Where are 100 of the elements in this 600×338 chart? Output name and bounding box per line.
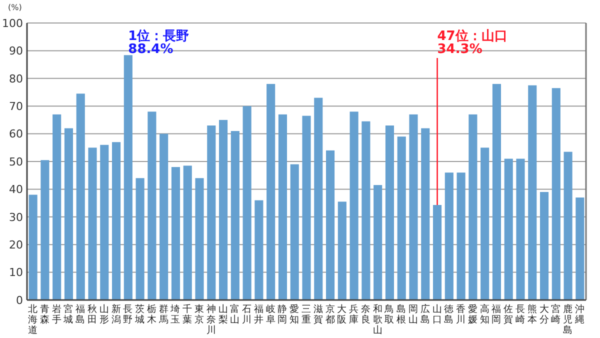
x-tick-label: 広島 <box>420 303 430 326</box>
x-tick-label: 石川 <box>242 304 252 326</box>
x-tick-label: 埼玉 <box>170 303 181 326</box>
annotation: 1位：長野 88.4% <box>128 29 190 57</box>
bar <box>40 160 50 300</box>
x-tick-label: 熊本 <box>527 303 538 326</box>
x-tick-label: 栃木 <box>146 303 157 326</box>
bar <box>516 158 525 300</box>
bar <box>230 131 240 300</box>
x-tick-label: 大分 <box>539 303 550 326</box>
x-tick-label: 佐賀 <box>504 304 514 326</box>
bar <box>492 84 501 300</box>
x-tick-label: 静岡 <box>278 303 288 326</box>
x-tick-label: 島根 <box>396 303 407 326</box>
bar <box>76 94 85 300</box>
bar <box>409 114 418 300</box>
bar <box>552 88 560 300</box>
x-tick-label: 和歌山 <box>372 303 383 336</box>
bar <box>468 114 478 300</box>
bar <box>278 114 288 300</box>
x-tick-label: 山梨 <box>218 303 228 326</box>
bar <box>171 167 180 300</box>
x-tick-label: 福岡 <box>492 303 502 326</box>
y-tick-label: 50 <box>9 155 23 168</box>
bar <box>266 84 276 300</box>
x-tick-label: 新潟 <box>111 303 122 326</box>
x-tick-label: 愛知 <box>290 303 300 326</box>
bar <box>576 198 584 300</box>
x-tick-label: 愛媛 <box>468 303 478 326</box>
x-tick-label: 秋田 <box>88 303 98 326</box>
y-tick-label: 10 <box>9 266 23 280</box>
x-tick-label: 鳥取 <box>384 303 395 326</box>
y-tick-label: 100 <box>2 16 23 30</box>
bar <box>52 114 62 300</box>
bar <box>374 185 382 300</box>
y-tick-label: 0 <box>16 294 23 307</box>
bar <box>219 120 228 300</box>
bar <box>350 112 358 300</box>
x-tick-label: 福島 <box>76 303 86 326</box>
x-tick-label: 青森 <box>40 303 50 326</box>
bar <box>338 202 346 300</box>
bar <box>136 178 144 300</box>
x-tick-label: 滋賀 <box>313 303 324 326</box>
y-tick-label: 20 <box>9 238 23 252</box>
bar <box>88 148 97 300</box>
bar <box>242 106 252 300</box>
x-tick-label: 高知 <box>480 303 490 326</box>
bar <box>564 152 572 300</box>
y-tick-label: 60 <box>9 128 23 141</box>
bar <box>456 172 466 300</box>
bar <box>421 128 430 300</box>
bar <box>504 158 513 300</box>
x-tick-label: 長崎 <box>515 304 526 326</box>
y-tick-label: 80 <box>9 72 23 86</box>
y-tick-label: 70 <box>9 100 23 113</box>
bar <box>100 144 109 300</box>
bar <box>183 166 192 300</box>
bar <box>124 55 132 300</box>
bar <box>195 178 204 300</box>
x-tick-label: 岐阜 <box>266 303 276 326</box>
x-tick-label: 東京 <box>194 303 205 326</box>
bar <box>362 121 370 300</box>
x-tick-label: 香川 <box>456 303 466 326</box>
bar <box>326 150 335 300</box>
bar <box>290 164 299 300</box>
x-tick-label: 宮崎 <box>551 303 562 326</box>
y-axis-title: (%) <box>8 3 22 12</box>
x-tick-label: 岡山 <box>408 304 418 326</box>
bar <box>160 134 168 300</box>
bar <box>112 142 121 300</box>
x-tick-label: 群馬 <box>158 303 169 326</box>
x-tick-label: 宮城 <box>62 303 74 326</box>
x-tick-label: 富山 <box>230 303 240 326</box>
x-tick-label: 鹿児島 <box>563 303 574 336</box>
x-tick-label: 茨城 <box>134 303 146 326</box>
y-tick-label: 90 <box>9 44 23 58</box>
bar <box>528 85 537 300</box>
bar <box>254 200 264 300</box>
x-tick-label: 岩手 <box>52 303 62 326</box>
bar <box>314 98 323 300</box>
annotation: 47位：山口 34.3% <box>437 29 508 57</box>
x-tick-label: 大阪 <box>337 303 348 326</box>
bar <box>444 172 454 300</box>
x-tick-label: 福井 <box>254 303 264 326</box>
bar <box>397 136 406 300</box>
bar <box>480 148 490 300</box>
x-tick-label: 京都 <box>325 303 336 326</box>
bar <box>64 128 74 300</box>
bar <box>28 194 38 300</box>
bar <box>432 204 442 300</box>
bar <box>385 125 394 300</box>
x-tick-label: 山形 <box>99 303 110 326</box>
bar <box>148 112 156 300</box>
x-tick-label: 北海道 <box>28 303 38 336</box>
y-tick-label: 40 <box>9 183 23 196</box>
x-tick-label: 神奈川 <box>206 303 216 336</box>
bar <box>207 125 216 300</box>
x-tick-label: 徳島 <box>444 304 454 326</box>
x-tick-label: 兵庫 <box>349 303 360 326</box>
x-tick-label: 奈良 <box>360 304 371 326</box>
